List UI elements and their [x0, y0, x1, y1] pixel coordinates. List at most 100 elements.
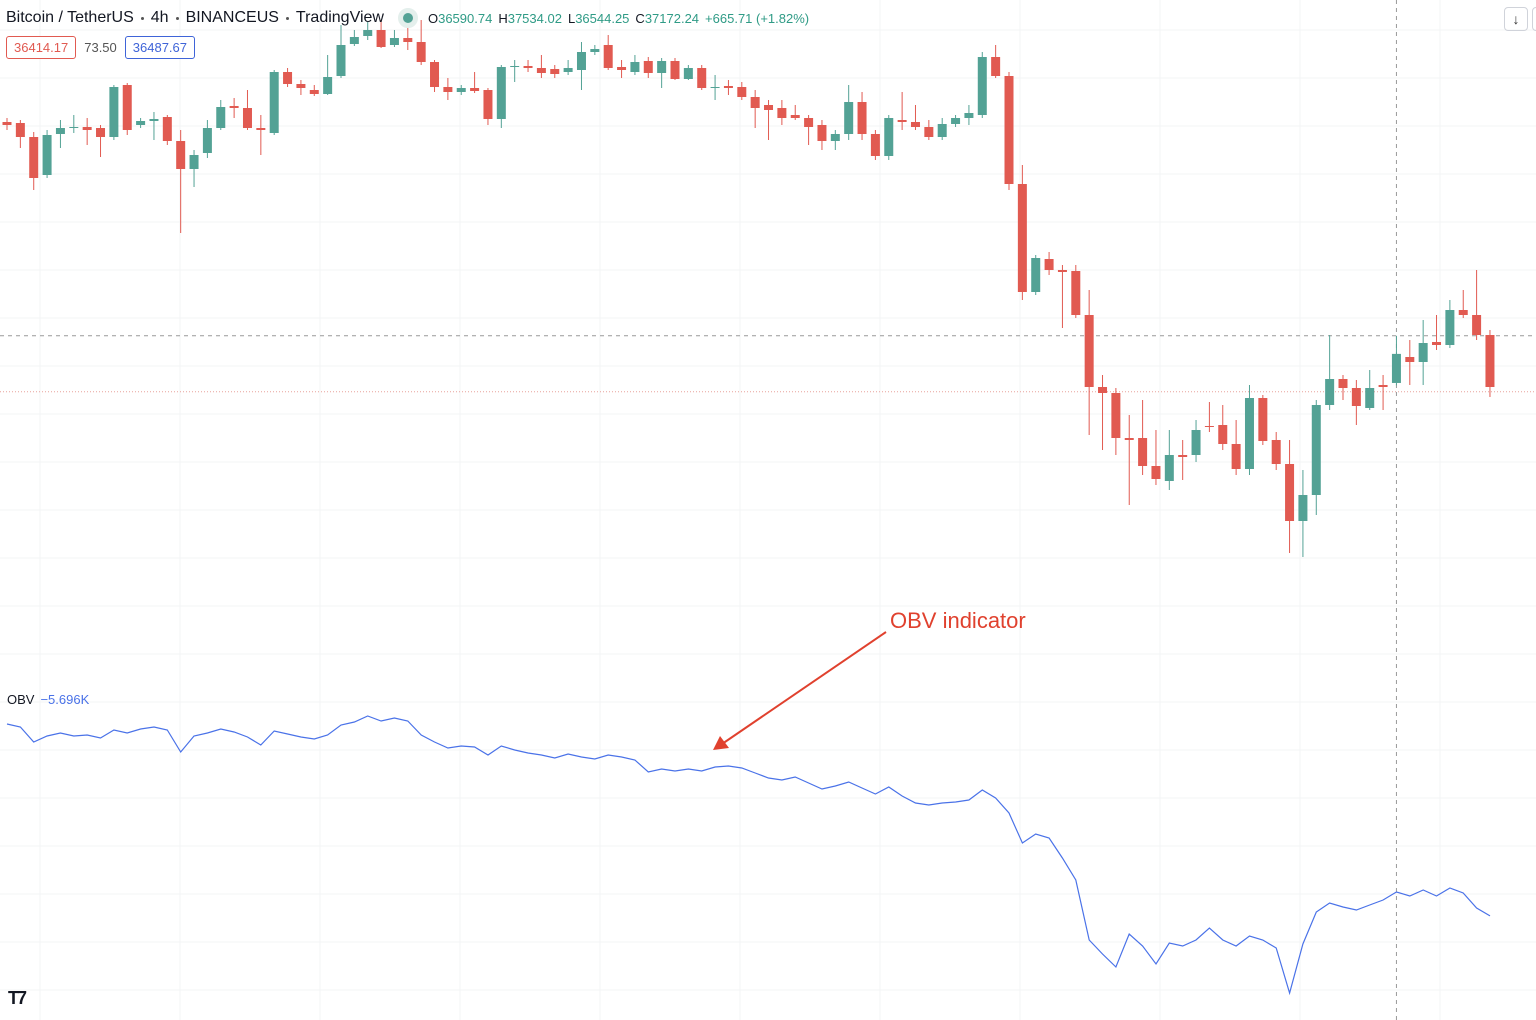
candle-body [109, 87, 119, 137]
candle-body [1111, 393, 1121, 438]
candle-body [1378, 385, 1388, 387]
candle-body [951, 118, 961, 124]
candle-body [229, 106, 239, 108]
candle-body [924, 127, 934, 137]
candle-body [964, 113, 974, 118]
symbol-part: BINANCEUS [169, 9, 279, 27]
candle-body [590, 49, 600, 52]
candle-body [1258, 398, 1268, 441]
candle-body [283, 72, 293, 84]
candle-body [1244, 398, 1254, 469]
candle-body [630, 62, 640, 72]
candle-body [416, 42, 426, 62]
candle-body [162, 117, 172, 141]
candle-body [443, 87, 453, 92]
candle-body [176, 141, 186, 169]
candle-body [1124, 438, 1134, 440]
market-status[interactable] [397, 8, 418, 28]
candle-body [1271, 440, 1281, 464]
ohlc-value: 37534.02 [507, 10, 562, 26]
candle-body [737, 87, 747, 97]
candle-body [1351, 388, 1361, 406]
candle-body [269, 72, 279, 133]
candle-body [563, 68, 573, 72]
candle-body [1338, 379, 1348, 388]
candle-body [470, 88, 480, 91]
candle-body [122, 85, 132, 130]
side-button[interactable] [1532, 7, 1536, 31]
candle-body [309, 90, 319, 94]
candle-body [1405, 357, 1415, 362]
sell-price[interactable]: 36414.17 [6, 36, 77, 59]
candle-body [96, 128, 106, 137]
candle-body [910, 122, 920, 127]
candle-body [1071, 271, 1081, 315]
ohlc-open: O36590.74 [428, 11, 494, 26]
ohlc-letter: H [498, 10, 508, 26]
candle-body [389, 38, 399, 45]
candle-body [323, 77, 333, 94]
candle-body [1138, 438, 1148, 466]
candle-body [1445, 310, 1455, 345]
ohlc-value: 37172.24 [644, 10, 700, 26]
candle-body [1178, 455, 1188, 457]
candle-body [603, 45, 613, 68]
candle-body [1458, 310, 1468, 315]
candle-body [42, 135, 52, 175]
candle-body [1285, 464, 1295, 521]
symbol-part: TradingView [279, 9, 384, 27]
candle-body [336, 45, 346, 76]
candle-body [216, 107, 226, 128]
candle-body [576, 52, 586, 70]
candle-body [1164, 455, 1174, 481]
candle-body [296, 84, 306, 88]
candle-body [1084, 315, 1094, 387]
candle-body [2, 122, 12, 125]
candle-body [1432, 342, 1442, 345]
indicator-value: −5.696K [40, 692, 90, 707]
ohlc-letter: L [567, 10, 576, 26]
candle-body [830, 134, 840, 141]
candle-body [683, 68, 693, 79]
buy-price[interactable]: 36487.67 [124, 36, 196, 59]
candle-body [710, 87, 720, 88]
ohlc-close: C37172.24 [635, 11, 701, 26]
candle-body [1231, 444, 1241, 469]
candle-body [977, 57, 987, 115]
candle-body [804, 118, 814, 127]
scroll-button[interactable]: ↓ [1504, 7, 1528, 31]
symbol-part[interactable]: Bitcoin / TetherUS [6, 9, 134, 26]
candle-body [256, 128, 266, 130]
candle-body [1298, 495, 1308, 521]
candle-body [897, 120, 907, 122]
candle-body [1485, 335, 1495, 387]
ohlc-letter: C [635, 10, 645, 26]
candle-body [1472, 315, 1482, 335]
candle-body [1311, 405, 1321, 495]
ohlc-low: L36544.25 [568, 11, 631, 26]
logo[interactable]: T7 [8, 988, 27, 1008]
candle-body [657, 61, 667, 73]
candle-body [456, 88, 466, 92]
candle-body [1004, 76, 1014, 184]
candle-body [1017, 184, 1027, 292]
candle-body [403, 38, 413, 42]
candle-body [1031, 258, 1041, 292]
candle-body [349, 37, 359, 44]
candle-body [15, 123, 25, 137]
candle-body [870, 134, 880, 156]
candle-body [69, 127, 79, 128]
candle-body [617, 67, 627, 70]
candle-body [1098, 387, 1108, 393]
symbol-header: Bitcoin / TetherUS 4h BINANCEUS TradingV… [6, 8, 809, 28]
candle-body [1218, 425, 1228, 444]
candle-body [523, 66, 533, 68]
ohlc-value: 36590.74 [438, 10, 493, 26]
symbol-part[interactable]: 4h [134, 9, 169, 27]
indicator-legend: OBV −5.696K [7, 692, 89, 707]
candle-body [1418, 343, 1428, 362]
candle-body [430, 62, 440, 87]
candle-body [670, 61, 680, 79]
candle-body [723, 86, 733, 88]
